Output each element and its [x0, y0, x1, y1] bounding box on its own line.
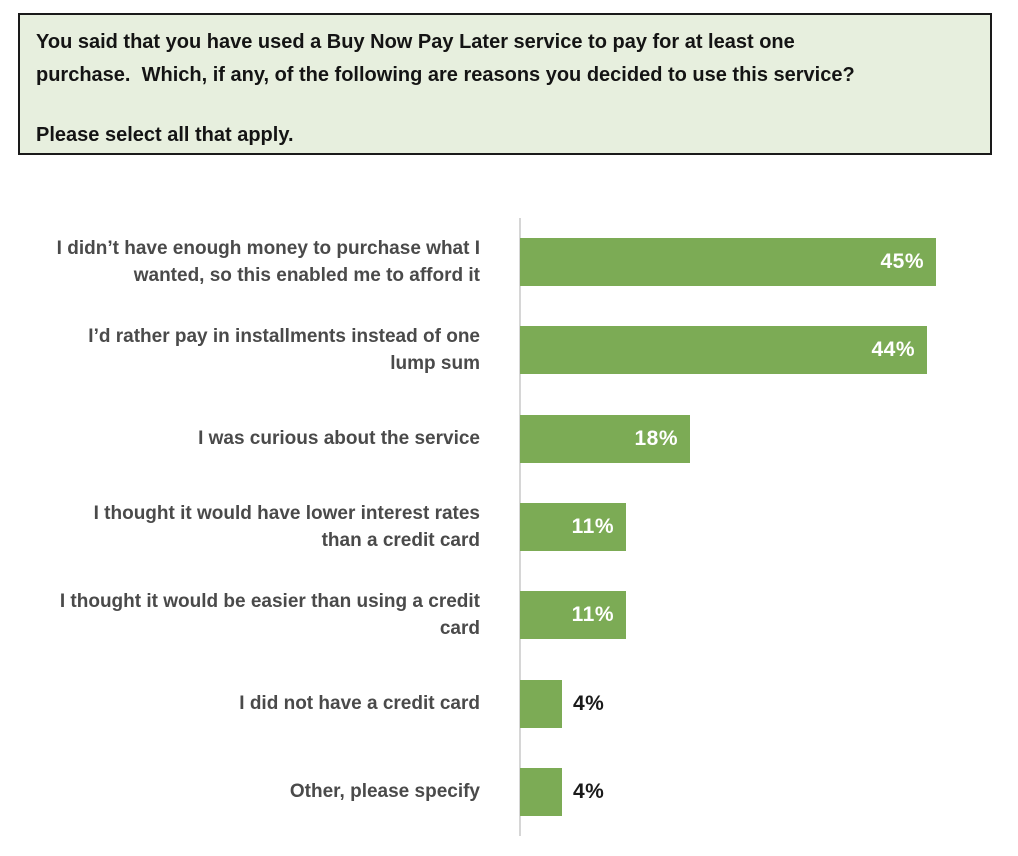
bar-area: 45% — [500, 238, 1018, 287]
chart-row: Other, please specify 4% — [0, 748, 1018, 836]
chart-row: I didn’t have enough money to purchase w… — [0, 218, 1018, 306]
bar-area: 18% — [500, 414, 1018, 463]
category-label: Other, please specify — [289, 781, 480, 803]
category-label: I did not have a credit card — [239, 693, 480, 715]
bar — [520, 679, 562, 728]
chart-row: I did not have a credit card 4% — [0, 659, 1018, 747]
value-label: 11% — [571, 603, 614, 627]
chart-rows: I didn’t have enough money to purchase w… — [0, 218, 1018, 836]
category-label: I didn’t have enough money to purchase w… — [56, 238, 480, 287]
value-label: 4% — [573, 691, 605, 715]
bar: 18% — [520, 414, 690, 463]
chart-row: I’d rather pay in installments instead o… — [0, 306, 1018, 394]
value-label: 18% — [634, 426, 678, 450]
question-instruction: Please select all that apply. — [36, 124, 294, 146]
question-text: You said that you have used a Buy Now Pa… — [36, 31, 855, 86]
bar-area: 11% — [500, 503, 1018, 552]
chart-row: I thought it would be easier than using … — [0, 571, 1018, 659]
bar-area: 11% — [500, 591, 1018, 640]
category-label: I thought it would have lower interest r… — [93, 503, 480, 552]
category-label: I was curious about the service — [198, 428, 480, 450]
bar-area: 44% — [500, 326, 1018, 375]
bar: 45% — [520, 238, 936, 287]
bar-area: 4% — [500, 767, 1018, 816]
category-label: I’d rather pay in installments instead o… — [88, 326, 480, 375]
value-label: 45% — [880, 250, 924, 274]
bar-area: 4% — [500, 679, 1018, 728]
bar — [520, 767, 562, 816]
category-label: I thought it would be easier than using … — [59, 591, 480, 640]
bar: 11% — [520, 591, 626, 640]
bar-chart: I didn’t have enough money to purchase w… — [0, 218, 1018, 838]
bar: 44% — [520, 326, 927, 375]
question-box: You said that you have used a Buy Now Pa… — [18, 13, 992, 155]
chart-row: I was curious about the service 18% — [0, 395, 1018, 483]
value-label: 11% — [571, 515, 614, 539]
bar: 11% — [520, 503, 626, 552]
chart-row: I thought it would have lower interest r… — [0, 483, 1018, 571]
value-label: 44% — [871, 338, 915, 362]
value-label: 4% — [573, 779, 605, 803]
